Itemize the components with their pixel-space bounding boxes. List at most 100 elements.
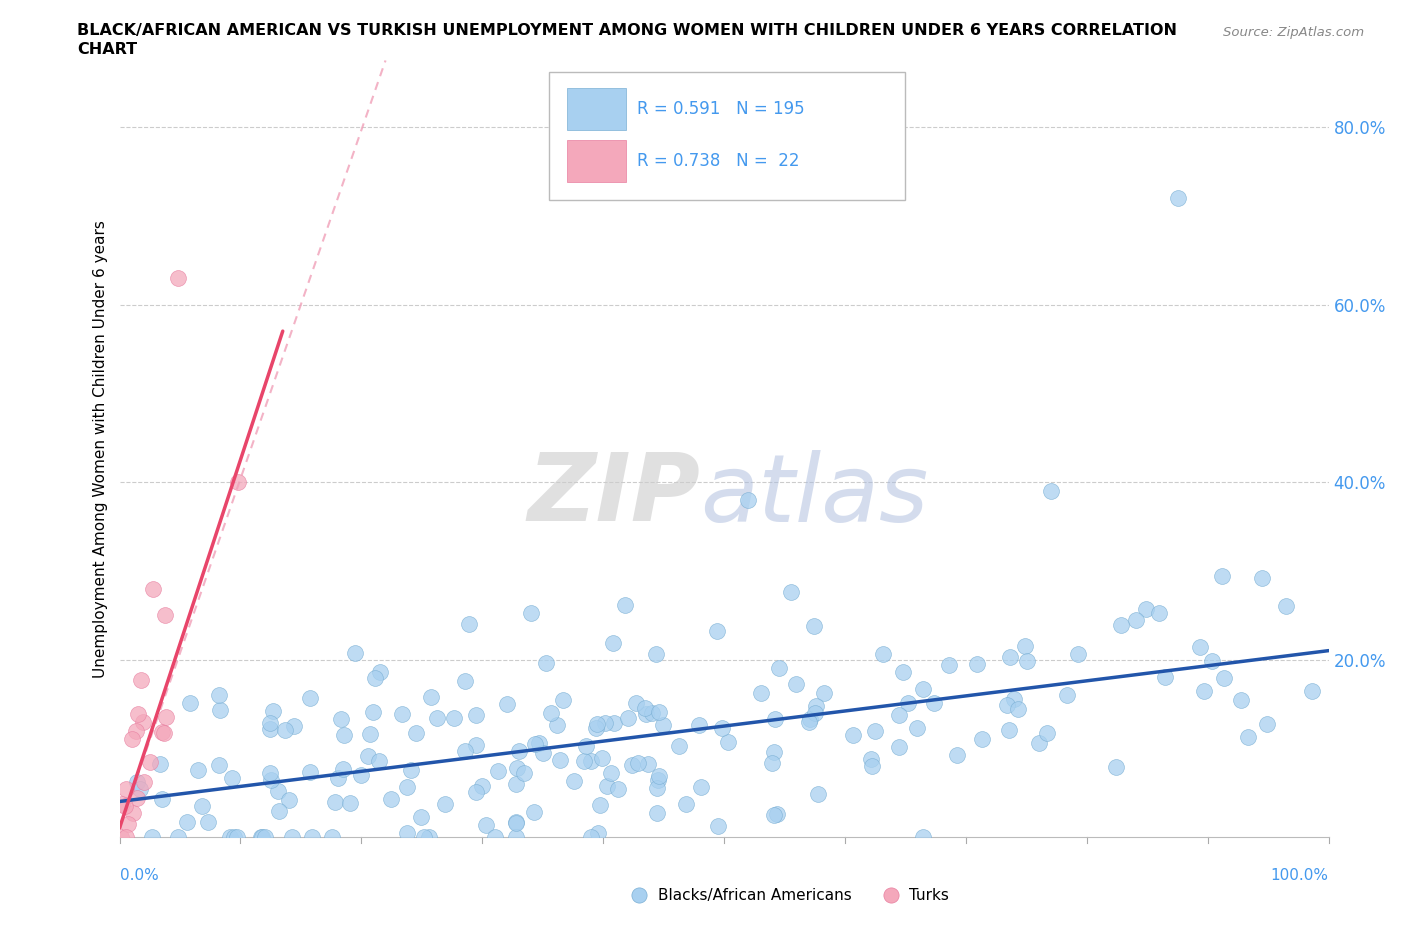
Point	[166, 271, 188, 286]
Point	[131, 672, 153, 687]
Point	[329, 712, 352, 727]
Point	[458, 617, 481, 631]
Point	[129, 781, 152, 796]
Point	[197, 815, 219, 830]
Point	[368, 753, 391, 768]
Point	[301, 830, 323, 844]
Point	[603, 716, 626, 731]
Point	[668, 738, 690, 753]
Point	[717, 735, 740, 750]
Point	[221, 771, 243, 786]
Point	[911, 830, 934, 844]
Point	[350, 767, 373, 782]
Point	[413, 830, 436, 844]
Point	[648, 704, 671, 719]
Point	[110, 830, 132, 844]
Point	[418, 830, 440, 844]
Y-axis label: Unemployment Among Women with Children Under 6 years: Unemployment Among Women with Children U…	[93, 219, 108, 678]
Point	[259, 765, 281, 780]
Point	[252, 830, 274, 844]
Point	[475, 817, 498, 832]
Text: 0.0%: 0.0%	[120, 868, 159, 884]
Point	[614, 598, 637, 613]
Point	[1275, 599, 1298, 614]
Text: Turks: Turks	[910, 888, 949, 903]
Point	[139, 754, 162, 769]
Point	[262, 704, 284, 719]
Point	[585, 721, 607, 736]
Point	[779, 585, 801, 600]
Point	[589, 798, 612, 813]
Point	[1153, 670, 1175, 684]
Point	[546, 718, 568, 733]
Point	[520, 605, 543, 620]
FancyBboxPatch shape	[567, 88, 626, 130]
Point	[1201, 654, 1223, 669]
Point	[1250, 571, 1272, 586]
Point	[1125, 613, 1147, 628]
Point	[127, 707, 149, 722]
Point	[540, 706, 562, 721]
Point	[1166, 191, 1188, 206]
Point	[579, 753, 602, 768]
Point	[505, 814, 527, 829]
Point	[1301, 684, 1323, 698]
Point	[749, 686, 772, 701]
Point	[1230, 693, 1253, 708]
Point	[486, 764, 509, 778]
Point	[889, 740, 911, 755]
Point	[689, 779, 711, 794]
Point	[627, 756, 650, 771]
Point	[761, 755, 783, 770]
Point	[443, 711, 465, 725]
Point	[524, 737, 547, 751]
Point	[253, 830, 276, 844]
Point	[880, 897, 903, 911]
Point	[596, 778, 619, 793]
Point	[125, 724, 148, 738]
Point	[887, 708, 910, 723]
Point	[804, 698, 827, 713]
Point	[640, 706, 662, 721]
Point	[484, 830, 506, 844]
Point	[997, 723, 1019, 737]
Point	[505, 777, 527, 791]
Point	[872, 646, 894, 661]
Point	[111, 797, 134, 812]
Point	[208, 702, 231, 717]
Point	[132, 775, 155, 790]
Point	[131, 714, 153, 729]
Point	[465, 737, 488, 752]
Point	[454, 743, 477, 758]
Point	[803, 619, 825, 634]
Point	[122, 805, 145, 820]
Point	[343, 645, 366, 660]
Point	[536, 656, 558, 671]
Point	[225, 830, 247, 844]
Point	[269, 804, 291, 818]
Point	[152, 792, 174, 807]
Point	[1007, 701, 1029, 716]
Point	[548, 752, 571, 767]
Point	[391, 707, 413, 722]
Point	[859, 751, 882, 766]
Point	[426, 711, 449, 725]
Point	[813, 685, 835, 700]
Point	[114, 830, 136, 844]
Point	[453, 673, 475, 688]
Text: 100.0%: 100.0%	[1271, 868, 1329, 884]
Point	[114, 799, 136, 814]
Point	[1135, 602, 1157, 617]
Text: Blacks/African Americans: Blacks/African Americans	[658, 888, 852, 903]
Point	[523, 804, 546, 819]
Point	[905, 721, 928, 736]
Point	[946, 748, 969, 763]
Point	[591, 751, 613, 765]
Point	[648, 768, 671, 783]
Point	[860, 758, 883, 773]
Point	[208, 688, 231, 703]
Point	[399, 763, 422, 777]
Point	[114, 781, 136, 796]
Point	[508, 743, 530, 758]
Point	[505, 816, 527, 830]
